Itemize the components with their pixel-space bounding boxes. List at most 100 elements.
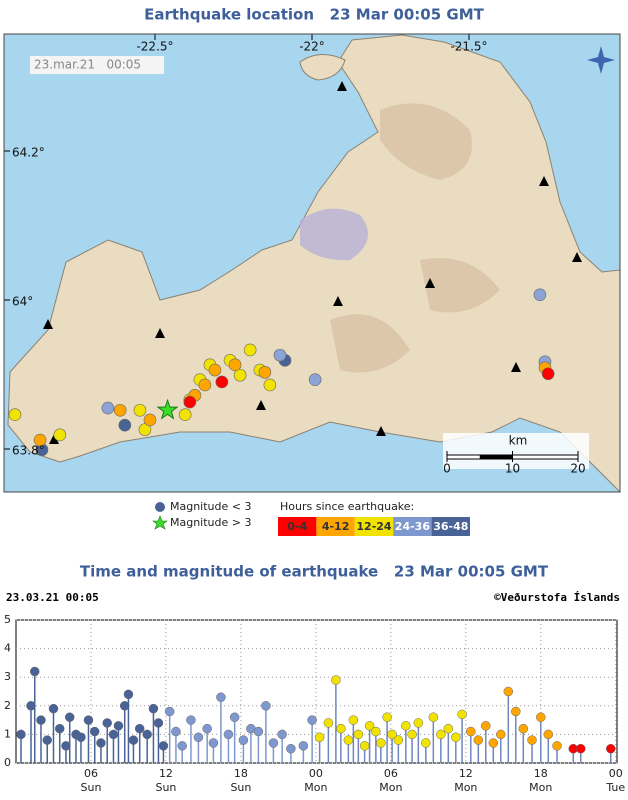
compass-rose: [587, 46, 615, 74]
quake-point: [336, 723, 346, 734]
scale-label: 20: [570, 462, 585, 476]
lat-label: 63.8°: [12, 444, 45, 458]
quake-point: [576, 743, 586, 754]
quake-point: [488, 738, 499, 748]
y-tick-label: 4: [4, 642, 11, 655]
quake: [53, 428, 67, 442]
y-tick-label: 1: [4, 727, 11, 740]
quake-point: [421, 738, 431, 748]
scale-label: 10: [505, 462, 520, 476]
quake-point: [177, 741, 187, 751]
y-tick-label: 2: [4, 699, 11, 712]
x-tick-day: Sun: [81, 781, 102, 794]
fjord: [520, 34, 620, 170]
quake: [208, 363, 222, 377]
quake: [233, 368, 247, 382]
island: [299, 54, 346, 81]
quake-point: [76, 732, 86, 743]
x-tick-day: Mon: [304, 781, 327, 794]
quake-point: [428, 712, 439, 722]
x-tick-day: Mon: [529, 781, 552, 794]
quake-point: [108, 729, 119, 740]
plot-area: [15, 619, 618, 764]
quake: [243, 343, 257, 357]
quake-point: [353, 729, 364, 740]
quake-point: [314, 732, 325, 743]
quake-point: [527, 735, 537, 745]
quake-point: [393, 735, 404, 745]
legend-label: 0-4: [287, 520, 307, 533]
quake-layer: [8, 288, 555, 457]
quake-point: [134, 723, 145, 734]
large-quake: [156, 398, 179, 420]
quake: [308, 373, 322, 387]
legend-swatch: [354, 517, 394, 536]
station: [43, 319, 53, 329]
scale-unit: km: [509, 434, 528, 448]
quake-point: [171, 726, 181, 737]
quake-point: [401, 721, 411, 731]
station: [511, 362, 521, 372]
quake-point: [186, 715, 196, 725]
quake-point: [89, 726, 100, 737]
quake-point: [606, 743, 616, 754]
quake: [143, 413, 157, 427]
quake-point: [343, 735, 354, 745]
quake-point: [128, 735, 139, 745]
y-tick-label: 3: [4, 670, 11, 683]
quake-point: [382, 712, 392, 722]
quake-point: [457, 709, 467, 720]
legend-label: 24-36: [395, 520, 431, 533]
station: [256, 400, 266, 410]
quake: [198, 378, 212, 392]
x-tick-label: 12: [459, 767, 473, 780]
credit: ©Veðurstofa Íslands: [494, 591, 620, 604]
quake: [541, 367, 555, 381]
quake-point: [158, 741, 169, 751]
quake: [8, 408, 22, 422]
legend-small-icon: [155, 502, 165, 512]
legend-swatch: [316, 517, 355, 536]
scale-box: [443, 433, 589, 469]
quake-point: [496, 729, 506, 740]
quake: [228, 358, 242, 372]
urban-area: [300, 208, 368, 261]
stations: [43, 81, 582, 444]
timestamp-box: [30, 56, 164, 74]
lon-label: -22.5°: [136, 40, 173, 54]
station: [333, 296, 343, 306]
lon-label: -21.5°: [450, 40, 487, 54]
quake-point: [277, 729, 287, 740]
station: [337, 81, 347, 91]
station: [376, 426, 386, 436]
quake: [273, 348, 287, 362]
quake-point: [323, 718, 334, 728]
quake-point: [102, 718, 112, 728]
quake: [178, 408, 192, 422]
quake-point: [83, 715, 94, 725]
hours-legend: 0-4 4-12 12-24 24-36 36-48: [278, 517, 470, 536]
map-frame: [3, 33, 621, 493]
legend-hours-title: Hours since earthquake:: [280, 500, 414, 513]
legend-swatch: [278, 517, 317, 536]
x-tick-day: Mon: [379, 781, 402, 794]
map-timestamp: 23.mar.21 00:05: [34, 58, 141, 72]
scale-label: 0: [443, 462, 451, 476]
quake-point: [64, 712, 75, 722]
quake: [183, 395, 197, 409]
quake: [113, 403, 127, 417]
quake-point: [238, 735, 249, 745]
station: [572, 252, 582, 262]
quake-point: [202, 723, 212, 734]
station: [49, 434, 59, 444]
quake: [263, 378, 277, 392]
station: [425, 278, 435, 288]
quake-point: [364, 721, 375, 731]
quake-point: [543, 729, 554, 740]
x-tick-label: 00: [609, 767, 623, 780]
legend-swatch: [431, 517, 470, 536]
quake-point: [268, 738, 279, 748]
highlands: [330, 103, 500, 373]
quake-point: [518, 723, 529, 734]
map-title: Earthquake location 23 Mar 00:05 GMT: [144, 6, 485, 24]
